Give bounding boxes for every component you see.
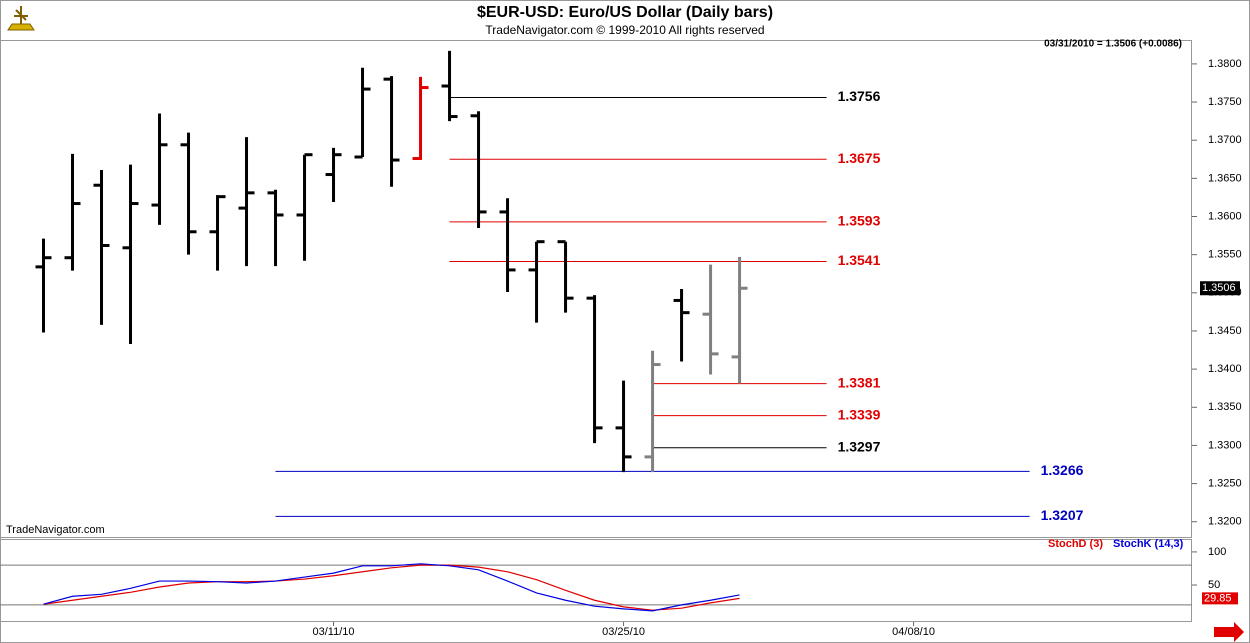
level-label: 1.3297 <box>838 438 881 454</box>
scroll-arrow[interactable] <box>1214 622 1244 642</box>
legend-entry: StochK (14,3) <box>1113 538 1184 550</box>
y-tick-label: 1.3300 <box>1208 439 1242 451</box>
level-label: 1.3756 <box>838 88 881 104</box>
price-panel <box>0 40 1192 538</box>
y-tick-label: 1.3250 <box>1208 477 1242 489</box>
y-tick-label: 100 <box>1208 546 1226 558</box>
y-tick-label: 1.3750 <box>1208 96 1242 108</box>
y-tick-label: 1.3600 <box>1208 210 1242 222</box>
y-tick-label: 1.3350 <box>1208 401 1242 413</box>
last-price-box <box>1200 281 1240 296</box>
level-label: 1.3339 <box>838 406 881 422</box>
legend-entry: StochD (3) <box>1048 538 1103 550</box>
x-tick-label: 03/11/10 <box>313 626 355 638</box>
stoch-line <box>43 564 740 611</box>
y-tick-label: 1.3450 <box>1208 325 1242 337</box>
value-box <box>1202 592 1238 605</box>
last-price-label: 1.3506 <box>1202 282 1236 294</box>
level-label: 1.3381 <box>838 374 881 390</box>
y-tick-label: 50 <box>1208 579 1220 591</box>
y-tick-label: 1.3400 <box>1208 363 1242 375</box>
value-label: 29.85 <box>1204 592 1232 604</box>
y-tick-label: 1.3650 <box>1208 172 1242 184</box>
level-label: 1.3593 <box>838 213 881 229</box>
stoch-line <box>43 563 740 612</box>
x-tick-label: 04/08/10 <box>892 626 935 638</box>
logo <box>7 6 35 31</box>
level-label: 1.3266 <box>1041 462 1084 478</box>
x-tick-label: 03/25/10 <box>602 626 645 638</box>
y-tick-label: 1.3800 <box>1208 58 1242 70</box>
quote-annotation: 03/31/2010 = 1.3506 (+0.0086) <box>1044 39 1182 50</box>
y-tick-label: 1.3700 <box>1208 134 1242 146</box>
stoch-panel <box>0 539 1192 622</box>
chart-title: $EUR-USD: Euro/US Dollar (Daily bars) <box>477 4 773 21</box>
level-label: 1.3541 <box>838 252 881 268</box>
chart-subtitle: TradeNavigator.com © 1999-2010 All right… <box>485 23 764 37</box>
level-label: 1.3675 <box>838 150 881 166</box>
watermark: TradeNavigator.com <box>6 524 105 536</box>
y-tick-label: 1.3200 <box>1208 516 1242 528</box>
level-label: 1.3207 <box>1041 507 1084 523</box>
y-tick-label: 1.3550 <box>1208 249 1242 261</box>
